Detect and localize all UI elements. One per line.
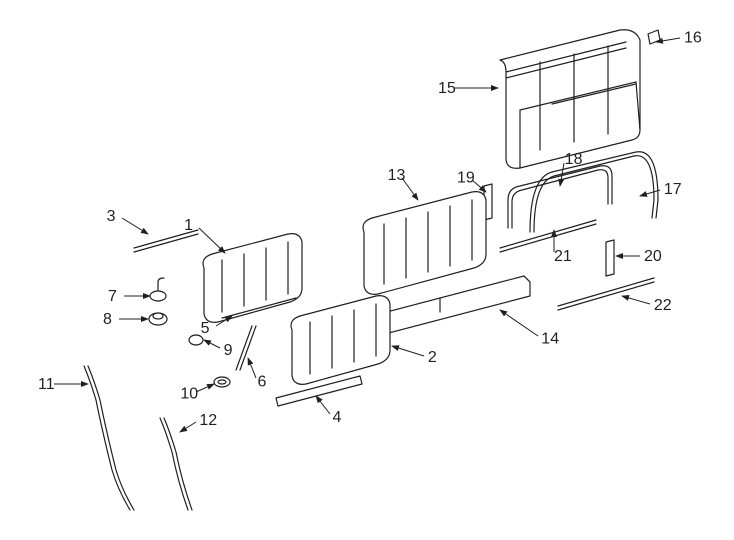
callout-arrow-14 bbox=[500, 310, 538, 336]
part-6 bbox=[236, 326, 256, 370]
callout-label-2: 2 bbox=[428, 349, 437, 366]
exploded-diagram: 12345678910111213141516171819202122 bbox=[0, 0, 734, 540]
callout-label-21: 21 bbox=[554, 248, 572, 265]
callout-label-6: 6 bbox=[257, 374, 266, 391]
callout-arrow-6 bbox=[248, 358, 256, 378]
callout-arrow-3 bbox=[122, 218, 148, 234]
part-13 bbox=[363, 192, 486, 295]
part-17 bbox=[530, 152, 658, 232]
callout-label-7: 7 bbox=[108, 288, 117, 305]
callout-label-19: 19 bbox=[457, 169, 475, 186]
callout-label-14: 14 bbox=[541, 330, 559, 347]
callout-label-11: 11 bbox=[38, 376, 55, 393]
callout-arrow-9 bbox=[204, 340, 220, 348]
callout-arrow-1 bbox=[199, 228, 225, 253]
part-12 bbox=[160, 418, 192, 510]
callout-label-16: 16 bbox=[684, 29, 702, 46]
part-2 bbox=[291, 296, 390, 385]
callout-label-17: 17 bbox=[664, 181, 682, 198]
callout-arrow-22 bbox=[622, 296, 650, 304]
callout-label-8: 8 bbox=[103, 311, 112, 328]
callout-label-5: 5 bbox=[201, 320, 210, 337]
part-21 bbox=[500, 220, 596, 252]
callout-label-18: 18 bbox=[565, 151, 583, 168]
callout-label-1: 1 bbox=[184, 217, 193, 234]
callout-label-3: 3 bbox=[107, 208, 116, 225]
callout-arrow-17 bbox=[640, 190, 660, 196]
callout-arrow-10 bbox=[196, 384, 214, 392]
callout-label-4: 4 bbox=[332, 409, 341, 426]
part-20 bbox=[606, 240, 614, 276]
callout-arrow-12 bbox=[180, 422, 196, 432]
part-15 bbox=[500, 30, 640, 169]
part-8 bbox=[149, 313, 167, 325]
callout-label-12: 12 bbox=[199, 412, 217, 429]
part-11 bbox=[84, 366, 134, 510]
part-22 bbox=[558, 278, 654, 310]
part-1 bbox=[203, 234, 302, 323]
callout-label-22: 22 bbox=[654, 297, 672, 314]
callout-label-9: 9 bbox=[224, 342, 233, 359]
part-10 bbox=[214, 377, 230, 387]
callout-label-10: 10 bbox=[180, 386, 198, 403]
callout-label-13: 13 bbox=[388, 167, 406, 184]
callout-label-20: 20 bbox=[644, 248, 662, 265]
part-7 bbox=[150, 278, 166, 301]
callout-arrow-2 bbox=[392, 346, 424, 356]
callout-label-15: 15 bbox=[438, 80, 456, 97]
callout-arrow-4 bbox=[316, 396, 330, 414]
